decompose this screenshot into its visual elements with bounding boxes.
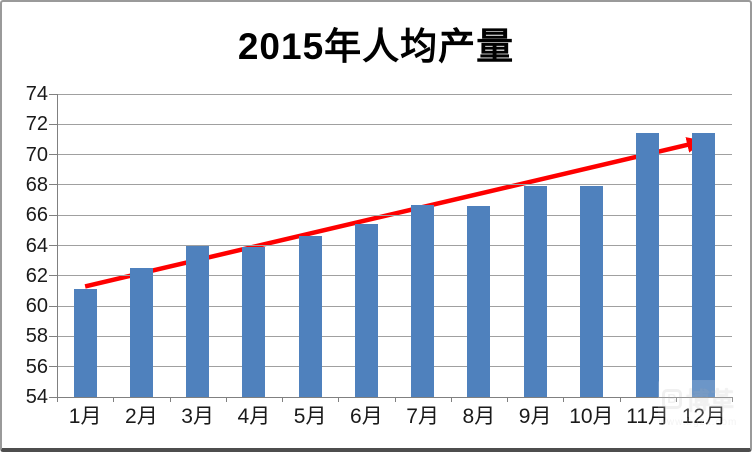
- y-axis-tick: [49, 335, 57, 337]
- bar: [298, 236, 322, 397]
- bar: [636, 133, 660, 397]
- y-axis-tick-label: 66: [25, 204, 48, 227]
- x-axis-tick-label: 3月: [181, 405, 214, 428]
- gridline: [57, 214, 732, 216]
- y-axis-tick: [49, 154, 57, 156]
- x-axis-tick: [57, 397, 58, 402]
- y-axis-tick: [49, 214, 57, 216]
- x-axis-tick-label: 7月: [406, 405, 439, 428]
- x-axis-tick: [563, 397, 565, 402]
- bar: [411, 204, 435, 397]
- bar: [242, 247, 266, 397]
- gridline: [57, 305, 732, 307]
- y-axis-tick-label: 68: [25, 173, 48, 196]
- x-axis-tick-label: 9月: [518, 405, 552, 428]
- bar: [579, 186, 603, 397]
- bar: [186, 245, 210, 397]
- x-axis-tick: [338, 397, 340, 402]
- bar: [692, 133, 716, 397]
- y-axis-line: [57, 94, 58, 402]
- y-axis-tick-label: 56: [25, 355, 48, 378]
- trend-line: [84, 137, 705, 289]
- x-axis-tick: [169, 397, 171, 402]
- gridline: [57, 366, 732, 368]
- x-axis-tick-label: 10月: [569, 405, 614, 428]
- x-axis-tick-label: 12月: [681, 405, 727, 428]
- chart-title: 2015年人均产量: [237, 26, 515, 67]
- bar: [354, 224, 378, 397]
- x-axis-tick: [507, 397, 508, 402]
- bar: [467, 206, 491, 397]
- y-axis-tick-label: 62: [25, 264, 48, 287]
- bar: [129, 268, 153, 397]
- gridline: [57, 93, 732, 95]
- y-axis-tick: [49, 366, 57, 368]
- y-axis-tick-label: 60: [25, 295, 48, 318]
- bar: [523, 186, 547, 397]
- x-axis-tick-label: 4月: [237, 405, 271, 428]
- y-axis-tick: [49, 93, 57, 95]
- bar: [73, 289, 97, 397]
- gridline: [57, 275, 732, 277]
- gridline: [57, 184, 732, 186]
- y-axis-tick: [49, 123, 57, 125]
- gridline: [57, 154, 732, 156]
- y-axis-tick-label: 54: [25, 386, 48, 408]
- gridline: [57, 245, 732, 246]
- y-axis-tick: [49, 245, 57, 246]
- x-axis-tick-label: 11月: [626, 405, 670, 428]
- x-axis-tick: [619, 397, 621, 402]
- x-axis-tick-label: 6月: [350, 405, 383, 428]
- y-axis-tick-label: 74: [25, 83, 48, 105]
- x-axis-tick-label: 2月: [125, 405, 158, 428]
- x-axis-tick: [450, 397, 452, 402]
- y-axis-tick: [49, 184, 57, 186]
- gridline: [57, 123, 732, 125]
- y-axis-tick: [49, 305, 57, 307]
- y-axis-tick-label: 58: [25, 325, 48, 348]
- x-axis-tick-label: 1月: [68, 405, 102, 428]
- x-axis-tick-label: 8月: [462, 405, 496, 428]
- x-axis-tick: [394, 397, 396, 402]
- y-axis-tick-label: 64: [25, 234, 48, 257]
- x-axis-tick: [732, 397, 733, 402]
- x-axis-tick: [282, 397, 283, 402]
- x-axis-tick: [225, 397, 227, 402]
- y-axis-tick-label: 70: [25, 143, 48, 166]
- y-axis-tick: [49, 396, 57, 398]
- gridline: [57, 335, 732, 337]
- y-axis-tick: [49, 275, 57, 277]
- x-axis-tick: [675, 397, 677, 402]
- y-axis-tick-label: 72: [25, 113, 48, 136]
- x-axis-tick-label: 5月: [293, 405, 327, 428]
- x-axis-tick: [113, 397, 115, 402]
